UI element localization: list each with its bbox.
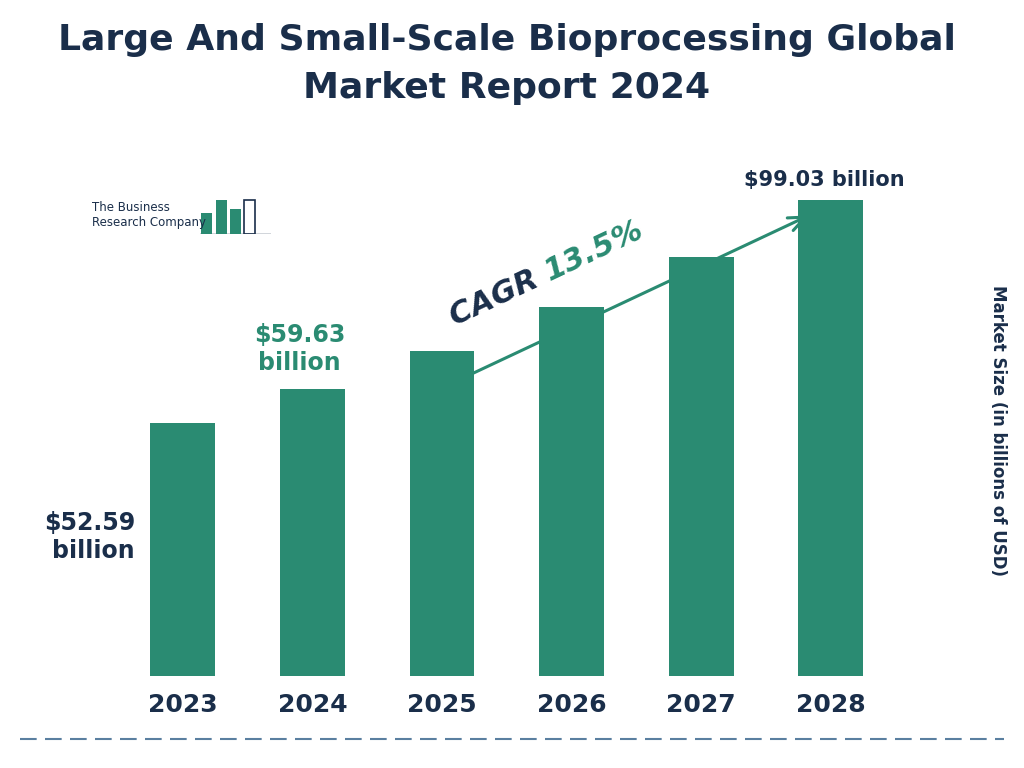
Text: 13.5%: 13.5%	[540, 215, 648, 286]
Bar	[245, 200, 255, 234]
Bar	[669, 257, 733, 676]
Text: $99.03 billion: $99.03 billion	[744, 170, 905, 190]
Bar	[799, 200, 863, 676]
Bar	[202, 214, 212, 234]
Text: $59.63
billion: $59.63 billion	[254, 323, 345, 375]
Bar	[281, 389, 345, 676]
Text: CAGR: CAGR	[444, 260, 552, 331]
Bar	[540, 307, 604, 676]
Text: Market Size (in billions of USD): Market Size (in billions of USD)	[989, 285, 1008, 575]
Bar	[410, 350, 474, 676]
Bar	[216, 200, 226, 234]
Text: $52.59
billion: $52.59 billion	[44, 511, 135, 563]
Text: The Business
Research Company: The Business Research Company	[92, 201, 206, 229]
Bar	[151, 423, 215, 676]
Bar	[230, 209, 241, 234]
Title: Large And Small-Scale Bioprocessing Global
Market Report 2024: Large And Small-Scale Bioprocessing Glob…	[58, 23, 955, 105]
